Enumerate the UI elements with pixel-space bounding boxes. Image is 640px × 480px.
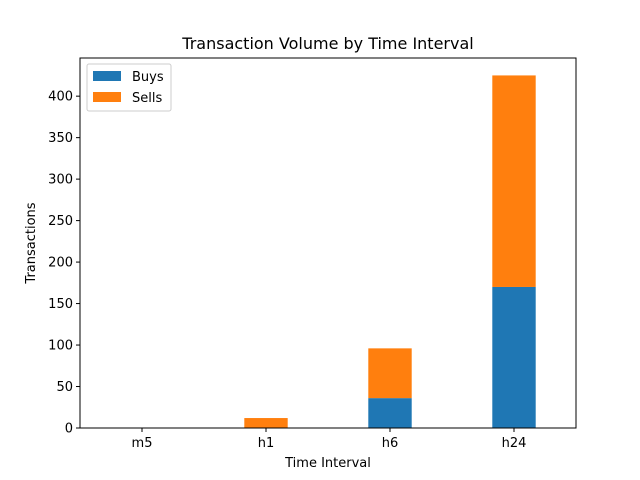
y-tick-label: 350	[48, 131, 73, 146]
bar-buys-h24	[492, 286, 536, 428]
legend-label-sells: Sells	[132, 91, 162, 106]
x-axis-label: Time Interval	[284, 456, 371, 471]
y-tick-label: 400	[48, 90, 73, 105]
y-tick-label: 250	[48, 214, 73, 229]
bar-sells-h24	[492, 75, 536, 287]
y-tick-label: 0	[65, 422, 73, 437]
x-tick-label: h1	[258, 436, 275, 451]
x-tick-label: h6	[382, 436, 399, 451]
y-axis-label: Transactions	[24, 202, 39, 284]
y-tick-label: 200	[48, 256, 73, 271]
legend-label-buys: Buys	[132, 70, 164, 85]
bars-layer	[244, 75, 536, 428]
chart-title: Transaction Volume by Time Interval	[181, 34, 473, 53]
x-axis: m5 h1 h6 h24	[132, 428, 527, 451]
bar-sells-h6	[368, 348, 412, 399]
y-axis: 0 50 100 150 200 250 300 350 400	[48, 90, 80, 437]
legend-swatch-buys	[93, 71, 121, 81]
y-tick-label: 100	[48, 339, 73, 354]
bar-sells-h1	[244, 418, 288, 428]
legend: Buys Sells	[86, 63, 172, 112]
x-tick-label: m5	[132, 436, 153, 451]
plot-frame	[79, 57, 577, 429]
y-tick-label: 50	[56, 380, 73, 395]
y-tick-label: 300	[48, 173, 73, 188]
y-tick-label: 150	[48, 297, 73, 312]
x-tick-label: h24	[502, 436, 527, 451]
legend-swatch-sells	[93, 92, 121, 102]
bar-buys-h6	[368, 398, 412, 428]
